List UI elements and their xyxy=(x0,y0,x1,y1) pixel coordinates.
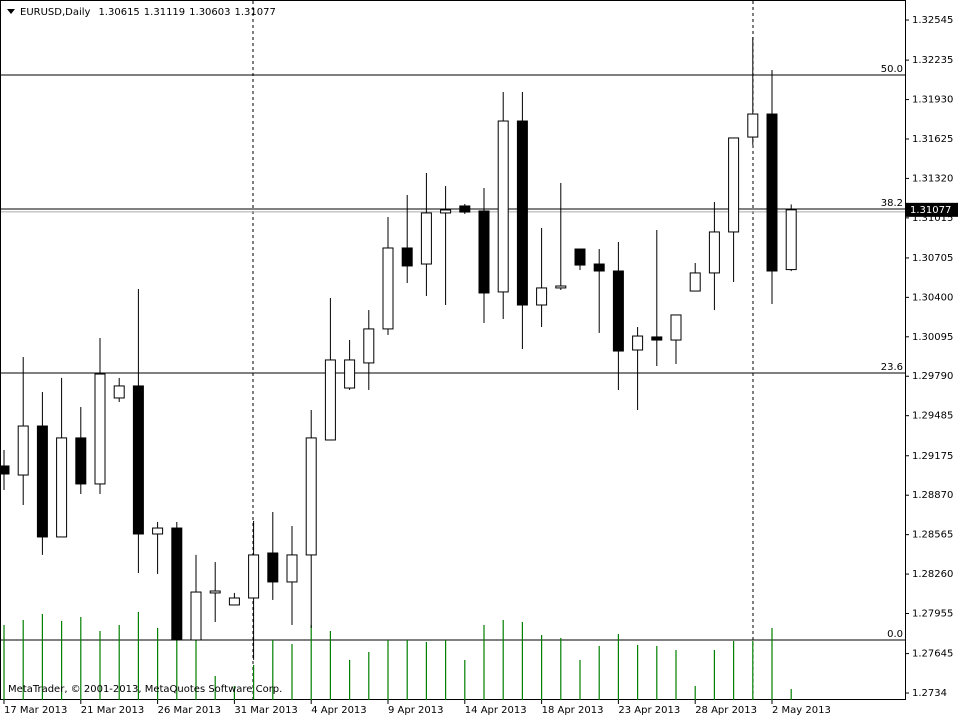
candle-body xyxy=(497,120,509,293)
y-tick-label: 1.28870 xyxy=(912,490,953,501)
header-close: 1.31077 xyxy=(235,7,276,18)
candle-body xyxy=(440,209,452,214)
candle-body xyxy=(0,465,10,475)
candle-body xyxy=(420,212,432,265)
candle-body xyxy=(766,113,778,272)
candle-body xyxy=(401,247,413,267)
price-badge xyxy=(906,202,958,217)
x-tick-label: 17 Mar 2013 xyxy=(4,705,67,716)
candle-body xyxy=(305,437,317,556)
candle-body xyxy=(248,554,260,599)
candle-body xyxy=(267,552,279,583)
y-tick-label: 1.27955 xyxy=(912,609,953,620)
x-tick-label: 28 Apr 2013 xyxy=(695,705,757,716)
candle-body xyxy=(56,437,68,538)
y-tick-label: 1.32545 xyxy=(912,15,953,26)
candle-body xyxy=(75,437,87,485)
header-low: 1.30603 xyxy=(189,7,230,18)
x-tick-label: 4 Apr 2013 xyxy=(311,705,366,716)
candle-body xyxy=(459,205,471,213)
candle-body xyxy=(190,591,202,641)
fibo-label: 0.0 xyxy=(887,629,903,640)
candle-body xyxy=(152,527,164,535)
plot-frame xyxy=(0,0,906,700)
header-open: 1.30615 xyxy=(98,7,139,18)
y-tick-label: 1.31625 xyxy=(912,134,953,145)
y-tick-label: 1.31930 xyxy=(912,95,953,106)
price-badge-label: 1.31077 xyxy=(910,205,951,216)
x-tick-label: 2 May 2013 xyxy=(772,705,831,716)
levels: 50.0 38.2 23.6 0.0 xyxy=(1,64,905,641)
x-tick-label: 9 Apr 2013 xyxy=(388,705,443,716)
y-tick-label: 1.28260 xyxy=(912,569,953,580)
candle-body xyxy=(516,120,528,306)
candle-body xyxy=(536,287,548,306)
chart-header: EURUSD,Daily 1.30615 1.31119 1.30603 1.31077 xyxy=(20,7,276,18)
candle-body xyxy=(689,272,701,292)
y-tick-label: 1.29485 xyxy=(912,411,953,422)
axes: 1.32545 1.32235 1.31930 1.31625 1.31320 1.310… xyxy=(3,15,958,716)
y-tick-label: 1.31015 xyxy=(912,213,953,224)
y-tick-label: 1.29790 xyxy=(912,371,953,382)
y-tick-label: 1.32235 xyxy=(912,55,953,66)
candle-body xyxy=(324,359,336,441)
candle-body xyxy=(593,263,605,272)
y-tick-label: 1.29175 xyxy=(912,451,953,462)
candle-body xyxy=(785,209,797,271)
y-tick-label: 1.30095 xyxy=(912,332,953,343)
fibo-label: 23.6 xyxy=(881,362,903,373)
candle-body xyxy=(132,385,144,535)
candle-body xyxy=(113,385,125,399)
chart-title: EURUSD,Daily xyxy=(20,7,91,18)
x-tick-label: 21 Mar 2013 xyxy=(81,705,144,716)
candle-body xyxy=(228,597,240,606)
y-tick-label: 1.30400 xyxy=(912,292,953,303)
candle-body xyxy=(17,425,29,476)
menu-arrow[interactable] xyxy=(7,9,15,14)
x-tick-label: 18 Apr 2013 xyxy=(542,705,604,716)
footer-copyright: MetaTrader, © 2001-2013, MetaQuotes Soft… xyxy=(8,684,282,695)
candle-body xyxy=(612,270,624,352)
fibo-label: 38.2 xyxy=(881,198,903,209)
header-high: 1.31119 xyxy=(144,7,185,18)
candle-body xyxy=(555,285,567,289)
candle-body xyxy=(747,113,759,138)
candle-body xyxy=(708,231,720,274)
candle-body xyxy=(574,248,586,266)
x-tick-label: 23 Apr 2013 xyxy=(618,705,680,716)
candle-body xyxy=(651,336,663,341)
candle-body xyxy=(344,359,356,389)
candles xyxy=(0,36,797,660)
y-tick-label: 1.28565 xyxy=(912,530,953,541)
candle-body xyxy=(94,373,106,485)
y-tick-label: 1.2734 xyxy=(912,688,947,699)
candle-body xyxy=(286,554,298,583)
candle-body xyxy=(36,425,48,538)
candle-body xyxy=(670,314,682,341)
candle-body xyxy=(363,328,375,364)
y-tick-label: 1.31320 xyxy=(912,173,953,184)
candle-body xyxy=(632,335,644,351)
candle-body xyxy=(171,527,183,641)
candle-body xyxy=(478,210,490,294)
y-tick-label: 1.27645 xyxy=(912,649,953,660)
y-tick-label: 1.30705 xyxy=(912,253,953,264)
x-tick-label: 14 Apr 2013 xyxy=(465,705,527,716)
candle-body xyxy=(728,137,740,233)
fibo-label: 50.0 xyxy=(881,64,903,75)
x-tick-label: 26 Mar 2013 xyxy=(158,705,221,716)
candle-body xyxy=(382,247,394,330)
candle-body xyxy=(209,590,221,594)
x-tick-label: 31 Mar 2013 xyxy=(234,705,297,716)
volumes xyxy=(3,612,792,700)
